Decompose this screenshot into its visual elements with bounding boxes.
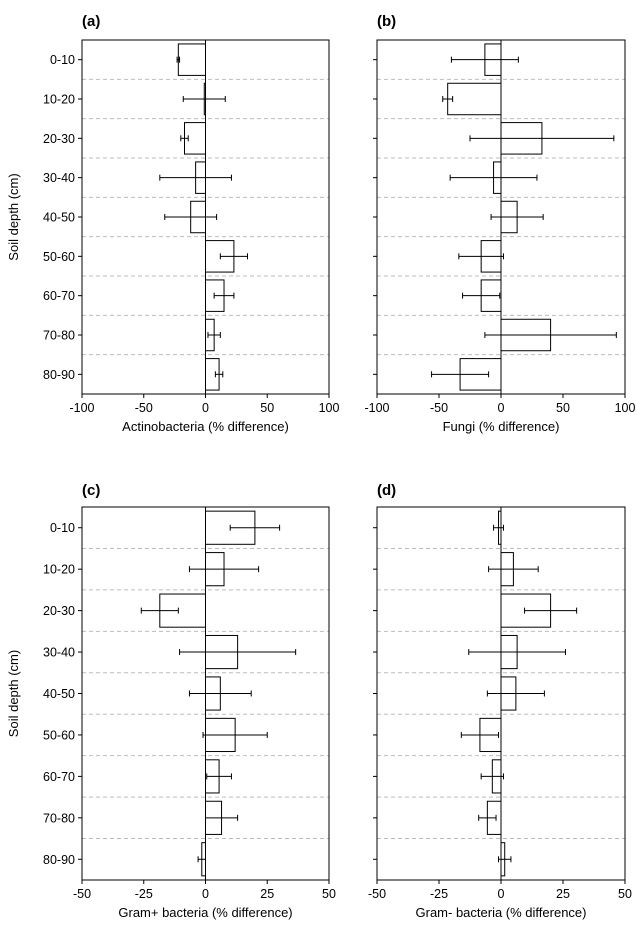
x-axis-label: Actinobacteria (% difference): [122, 419, 289, 434]
y-tick-label-50-60: 50-60: [43, 250, 75, 264]
y-axis-label: Soil depth (cm): [6, 650, 21, 737]
x-tick-label: 50: [556, 401, 570, 415]
y-tick-label-0-10: 0-10: [50, 53, 75, 67]
y-tick-label-60-70: 60-70: [43, 770, 75, 784]
panel-b: -100 -50 0 50 100 Fungi (% difference) (b): [364, 13, 635, 434]
x-tick-label: 0: [498, 401, 505, 415]
x-tick-label: -50: [368, 887, 386, 901]
y-tick-label-40-50: 40-50: [43, 211, 75, 225]
x-tick-label: -100: [364, 401, 389, 415]
bar-10-20: [447, 82, 502, 116]
y-tick-label-40-50: 40-50: [43, 687, 75, 701]
panel-c: 0-10 10-20 20-30 30-40 40-50 50-60 60-70 70-80 8…: [6, 482, 336, 920]
y-tick-label-20-30: 20-30: [43, 132, 75, 146]
x-tick-label: 25: [556, 887, 570, 901]
x-tick-label: 50: [618, 887, 632, 901]
x-tick-label: 50: [260, 401, 274, 415]
y-tick-label-60-70: 60-70: [43, 289, 75, 303]
panel-label: (a): [82, 13, 100, 30]
y-tick-label-70-80: 70-80: [43, 811, 75, 825]
y-tick-label-0-10: 0-10: [50, 521, 75, 535]
y-axis-label: Soil depth (cm): [6, 173, 21, 260]
y-tick-label-80-90: 80-90: [43, 368, 75, 382]
x-tick-label: 0: [498, 887, 505, 901]
x-tick-label: 100: [319, 401, 340, 415]
y-tick-label-50-60: 50-60: [43, 728, 75, 742]
y-tick-label-70-80: 70-80: [43, 329, 75, 343]
x-tick-label: 100: [615, 401, 636, 415]
panel-label: (c): [82, 482, 100, 499]
x-tick-label: -100: [69, 401, 94, 415]
panel-d: -50 -25 0 25 50 Gram- bacteria (% difference)…: [368, 482, 632, 920]
x-tick-label: -25: [430, 887, 448, 901]
y-tick-label-10-20: 10-20: [43, 93, 75, 107]
x-tick-label: -50: [135, 401, 153, 415]
x-tick-label: 25: [260, 887, 274, 901]
bar-0-10: [177, 43, 207, 76]
panel-a: 0-10 10-20 20-30 30-40 40-50 50-60 60-70 70-80 8…: [6, 13, 339, 434]
x-tick-label: -50: [73, 887, 91, 901]
y-tick-label-20-30: 20-30: [43, 604, 75, 618]
x-tick-label: 50: [322, 887, 336, 901]
y-tick-label-10-20: 10-20: [43, 563, 75, 577]
y-tick-label-30-40: 30-40: [43, 171, 75, 185]
y-tick-label-30-40: 30-40: [43, 646, 75, 660]
y-tick-label-80-90: 80-90: [43, 853, 75, 867]
x-axis-label: Fungi (% difference): [443, 419, 560, 434]
x-axis-label: Gram- bacteria (% difference): [416, 905, 587, 920]
panel-label: (b): [377, 13, 396, 30]
x-tick-label: -25: [135, 887, 153, 901]
panel-label: (d): [377, 482, 396, 499]
x-tick-label: 0: [202, 401, 209, 415]
x-axis-label: Gram+ bacteria (% difference): [118, 905, 292, 920]
x-tick-label: 0: [202, 887, 209, 901]
x-tick-label: -50: [430, 401, 448, 415]
